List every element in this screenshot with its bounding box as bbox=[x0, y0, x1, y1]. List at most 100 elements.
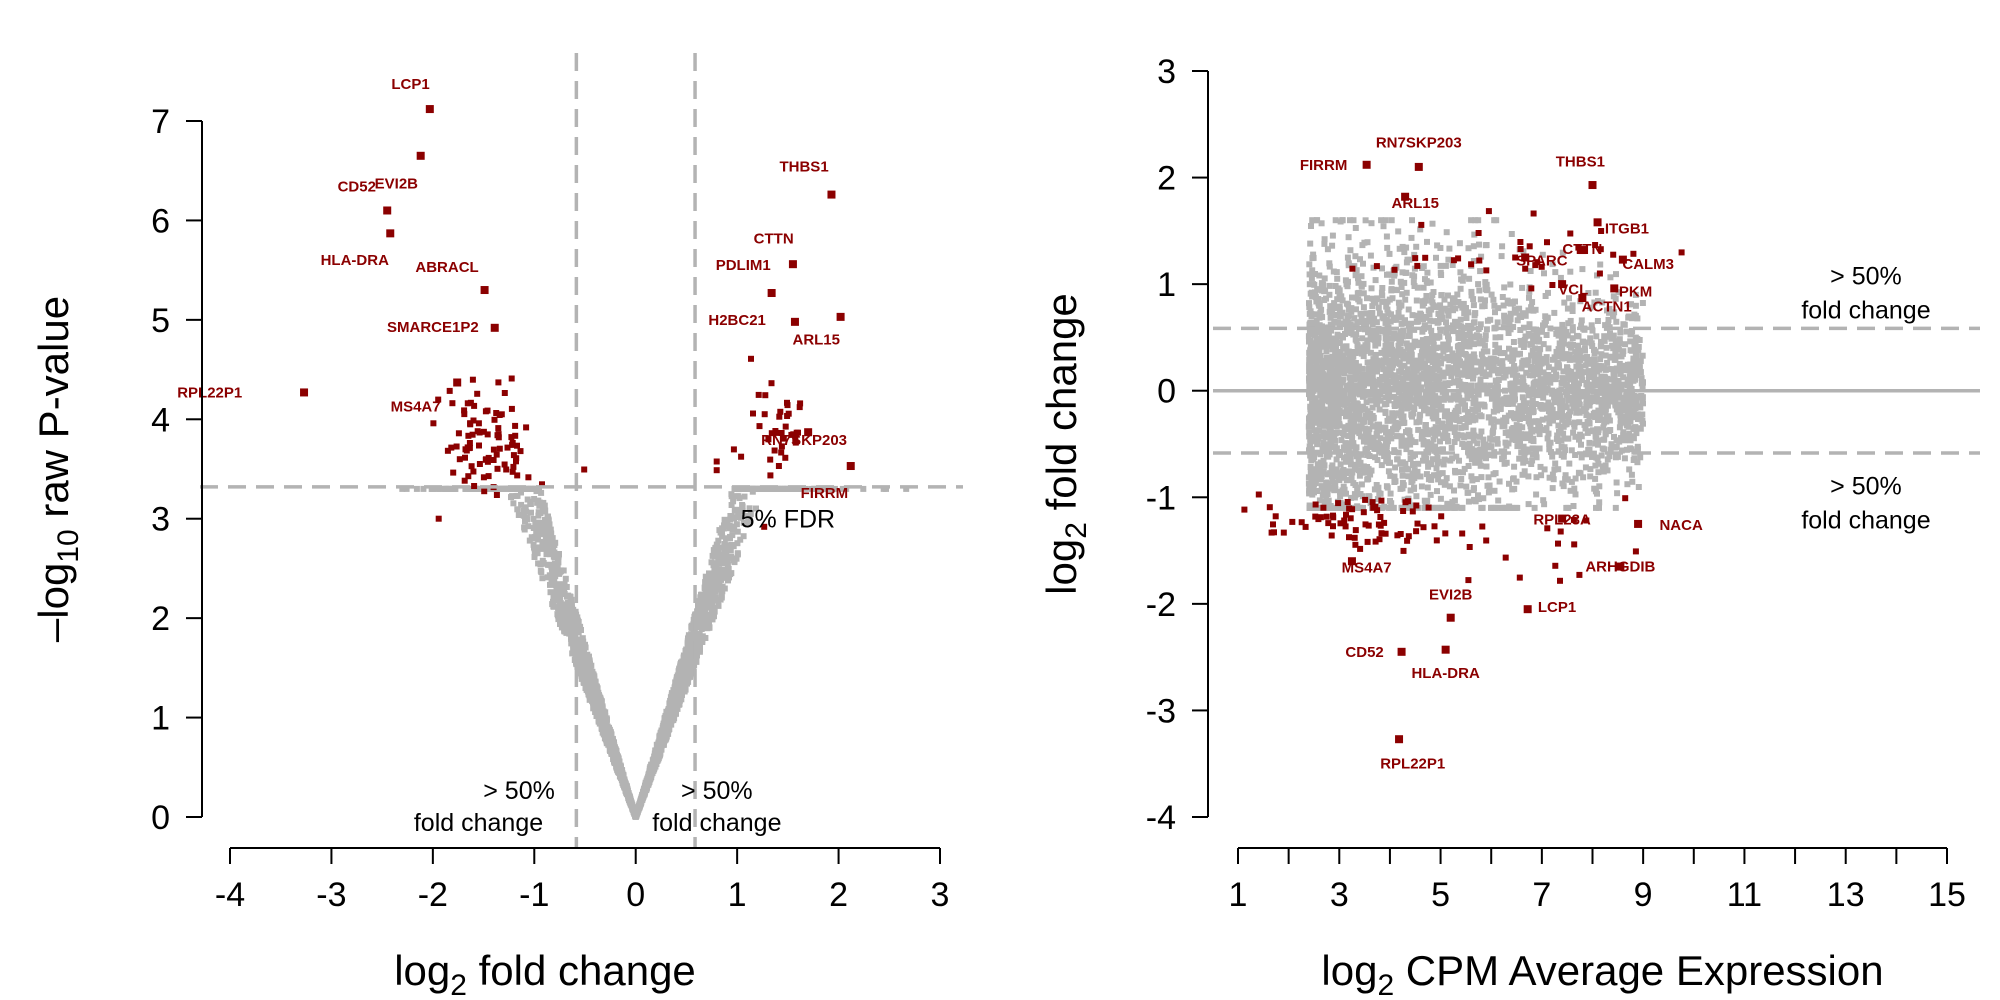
background-point bbox=[413, 485, 420, 492]
background-point bbox=[730, 543, 737, 550]
background-point bbox=[1596, 499, 1603, 506]
background-point bbox=[1415, 377, 1422, 384]
background-point bbox=[578, 655, 585, 662]
background-point bbox=[1633, 399, 1640, 406]
background-point bbox=[1338, 320, 1344, 327]
background-point bbox=[596, 702, 603, 709]
background-point bbox=[1317, 451, 1324, 458]
background-point bbox=[1367, 349, 1374, 356]
labeled-point bbox=[804, 428, 813, 437]
background-point bbox=[903, 485, 910, 492]
background-point bbox=[1420, 457, 1426, 464]
background-point bbox=[531, 550, 538, 557]
significant-point bbox=[491, 416, 498, 423]
background-point bbox=[1519, 359, 1526, 366]
background-point bbox=[1323, 348, 1330, 354]
background-point bbox=[1617, 412, 1624, 419]
background-point bbox=[1318, 343, 1325, 350]
background-point bbox=[1369, 331, 1376, 338]
annotation-text: > 50% bbox=[483, 777, 555, 805]
background-point bbox=[721, 574, 728, 581]
background-point bbox=[1352, 225, 1359, 231]
background-point bbox=[436, 485, 443, 492]
background-point bbox=[583, 679, 590, 686]
background-point bbox=[1476, 496, 1482, 503]
background-point bbox=[1414, 468, 1421, 475]
background-point bbox=[540, 545, 547, 552]
background-point bbox=[1549, 471, 1556, 478]
background-point bbox=[562, 608, 569, 615]
significant-point bbox=[793, 429, 800, 436]
background-point bbox=[596, 693, 603, 700]
background-point bbox=[1350, 217, 1357, 224]
background-point bbox=[442, 485, 449, 492]
background-point bbox=[741, 493, 748, 500]
background-point bbox=[739, 508, 746, 515]
background-point bbox=[1463, 415, 1470, 422]
background-point bbox=[1592, 289, 1599, 296]
background-point bbox=[1394, 287, 1400, 294]
background-point bbox=[545, 516, 552, 523]
background-point bbox=[1315, 371, 1321, 378]
background-point bbox=[551, 542, 558, 549]
background-point bbox=[1364, 438, 1371, 445]
labeled-point bbox=[790, 317, 799, 326]
background-point bbox=[1351, 315, 1358, 322]
background-point bbox=[1508, 504, 1515, 511]
background-point bbox=[583, 672, 590, 679]
significant-point bbox=[784, 413, 791, 419]
background-point bbox=[721, 541, 728, 547]
background-point bbox=[1496, 345, 1502, 352]
background-point bbox=[1569, 308, 1576, 314]
background-point bbox=[1451, 439, 1458, 445]
background-point bbox=[593, 696, 600, 703]
background-point bbox=[1347, 395, 1354, 402]
background-point bbox=[1460, 416, 1467, 422]
background-point bbox=[1553, 372, 1560, 379]
background-point bbox=[1535, 371, 1542, 378]
gene-label: ARL15 bbox=[792, 332, 840, 349]
gene-label: SMARCE1P2 bbox=[387, 319, 479, 336]
background-point bbox=[1336, 354, 1343, 361]
background-point bbox=[698, 621, 705, 628]
background-point bbox=[1514, 317, 1521, 324]
background-point bbox=[734, 540, 741, 547]
background-point bbox=[1627, 437, 1634, 444]
significant-point bbox=[430, 420, 437, 427]
background-point bbox=[681, 687, 688, 694]
background-point bbox=[1481, 342, 1488, 349]
background-point bbox=[1413, 493, 1420, 500]
background-point bbox=[1356, 430, 1363, 437]
background-point bbox=[1623, 446, 1630, 453]
background-point bbox=[823, 485, 830, 492]
significant-point bbox=[581, 466, 588, 473]
background-point bbox=[561, 626, 568, 633]
background-point bbox=[1380, 366, 1387, 373]
background-point bbox=[1514, 443, 1521, 450]
background-point bbox=[1559, 480, 1566, 487]
background-point bbox=[1430, 318, 1437, 325]
background-point bbox=[745, 514, 752, 521]
background-point bbox=[1367, 438, 1374, 445]
background-point bbox=[580, 678, 587, 685]
background-point bbox=[1348, 474, 1355, 481]
background-point bbox=[709, 616, 716, 623]
gene-label: CTTN bbox=[754, 230, 794, 247]
background-point bbox=[1626, 301, 1633, 308]
background-point bbox=[1389, 410, 1396, 417]
background-point bbox=[768, 485, 775, 492]
background-point bbox=[1605, 316, 1612, 323]
background-point bbox=[1312, 271, 1318, 277]
background-point bbox=[1344, 254, 1351, 261]
background-point bbox=[1453, 453, 1460, 460]
background-point bbox=[1462, 406, 1468, 413]
background-point bbox=[1323, 393, 1330, 400]
background-point bbox=[1486, 371, 1493, 378]
background-point bbox=[551, 549, 558, 556]
background-point bbox=[1512, 504, 1519, 511]
background-point bbox=[1521, 468, 1528, 475]
background-point bbox=[604, 729, 611, 736]
background-point bbox=[1344, 364, 1351, 371]
significant-point bbox=[470, 468, 477, 475]
background-point bbox=[722, 551, 729, 558]
